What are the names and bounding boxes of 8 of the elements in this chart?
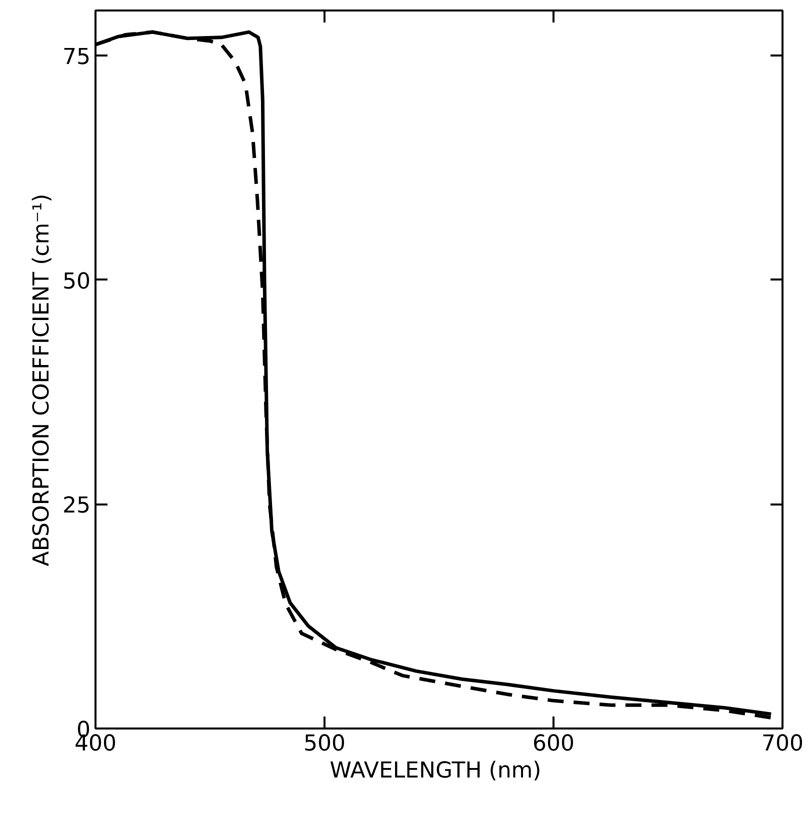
x-tick-label: 500	[304, 732, 346, 756]
x-tick-label: 600	[532, 732, 575, 756]
y-axis-title: ABSORPTION COEFFICIENT (cm⁻¹)	[30, 194, 55, 566]
y-tick-label: 75	[62, 44, 91, 70]
x-axis-title: WAVELENGTH (nm)	[330, 758, 542, 784]
y-tick-label: 25	[62, 494, 91, 519]
y-tick-label: 50	[62, 269, 91, 294]
x-tick-label: 700	[762, 732, 804, 756]
